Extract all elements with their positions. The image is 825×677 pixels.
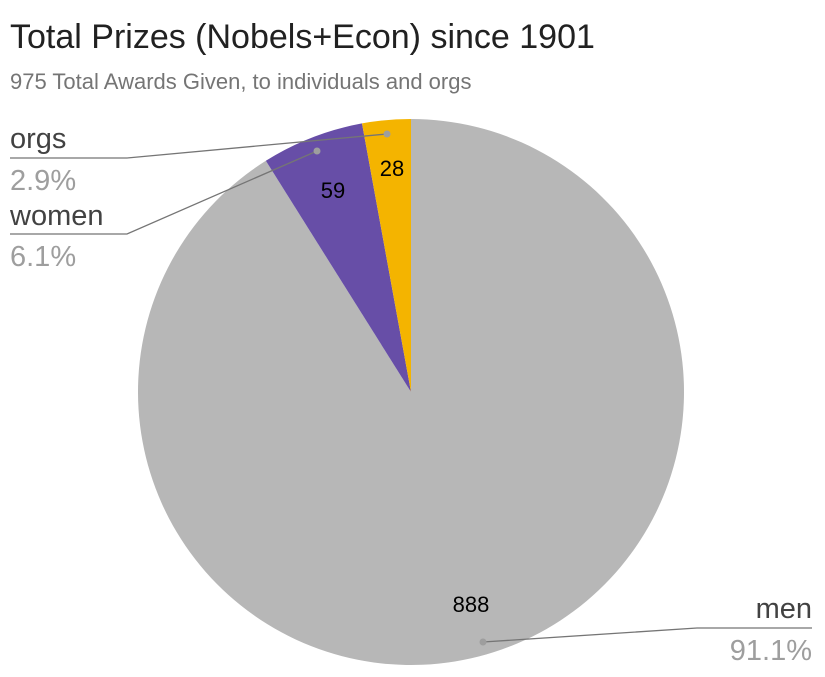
leader-dot-women <box>313 147 321 155</box>
slice-value-men: 888 <box>453 592 490 617</box>
slice-percent-men: 91.1% <box>730 635 812 667</box>
leader-line-women <box>10 150 318 235</box>
leader-line-orgs <box>10 133 388 159</box>
pie-slice-orgs[interactable] <box>362 119 411 392</box>
slice-value-orgs: 28 <box>380 156 404 181</box>
leader-line-men <box>482 627 812 643</box>
chart-subtitle: 975 Total Awards Given, to individuals a… <box>10 69 471 94</box>
slice-percent-women: 6.1% <box>10 241 76 273</box>
chart-title: Total Prizes (Nobels+Econ) since 1901 <box>10 18 595 56</box>
leader-dot-men <box>479 638 487 646</box>
slice-value-women: 59 <box>321 178 345 203</box>
pie-slice-women[interactable] <box>265 123 411 392</box>
slice-label-women: women <box>9 200 104 232</box>
slice-percent-orgs: 2.9% <box>10 165 76 197</box>
slice-label-orgs: orgs <box>10 123 66 155</box>
slice-label-men: men <box>756 593 812 625</box>
leader-dot-orgs <box>383 130 391 138</box>
